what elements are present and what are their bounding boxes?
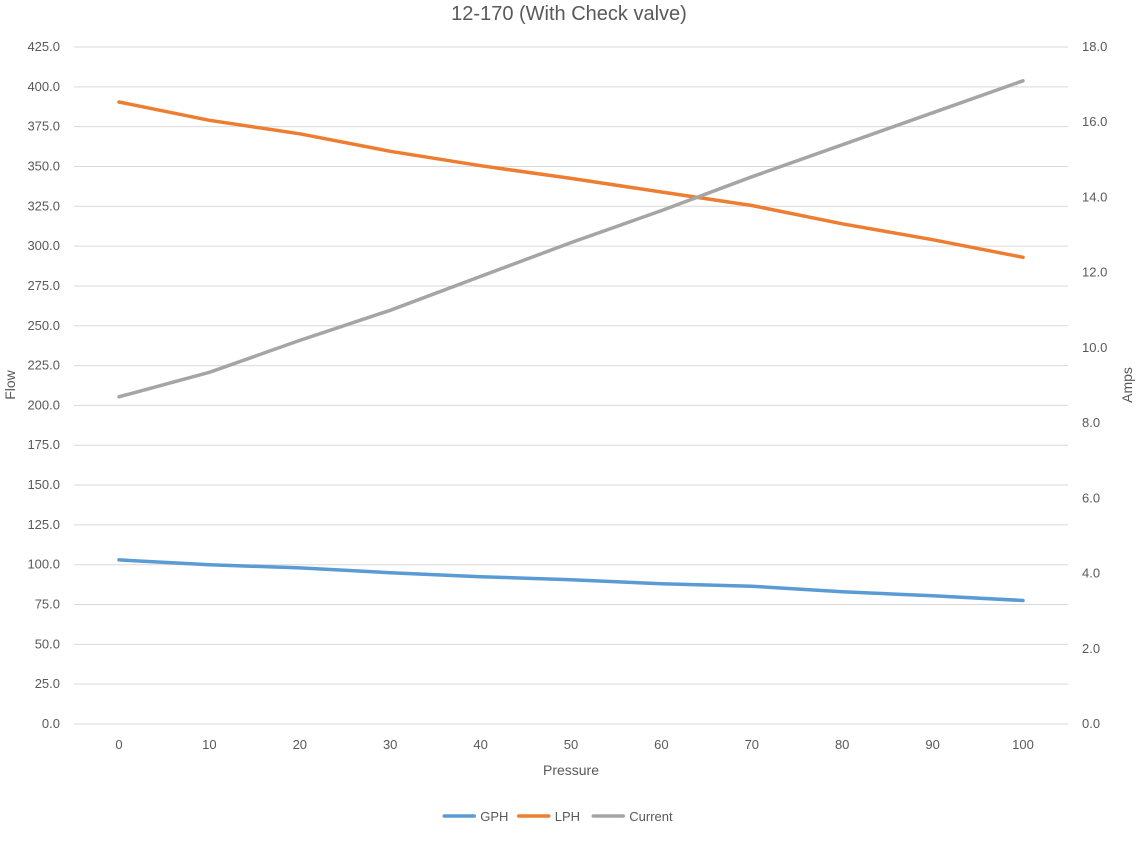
y-tick-label: 250.0 <box>27 318 60 333</box>
x-tick-label: 60 <box>654 737 668 752</box>
series-line-lph <box>117 100 1025 260</box>
x-tick-label: 40 <box>473 737 487 752</box>
gridlines <box>74 46 1068 685</box>
series-line-gph <box>117 558 1025 603</box>
y2-tick-label: 8.0 <box>1082 415 1100 430</box>
y2-tick-label: 16.0 <box>1082 114 1107 129</box>
y-tick-label: 400.0 <box>27 79 60 94</box>
x-tick-label: 10 <box>202 737 216 752</box>
legend-item-current: Current <box>591 809 673 824</box>
y-tick-label: 275.0 <box>27 278 60 293</box>
y-tick-label: 150.0 <box>27 477 60 492</box>
x-axis-title: Pressure <box>543 762 599 778</box>
legend-label: Current <box>629 809 673 824</box>
legend-label: GPH <box>480 809 508 824</box>
x-tick-label: 30 <box>383 737 397 752</box>
x-tick-label: 0 <box>115 737 122 752</box>
y2-tick-label: 10.0 <box>1082 340 1107 355</box>
x-tick-label: 90 <box>925 737 939 752</box>
series-line-current <box>117 79 1025 399</box>
axes: 0.025.050.075.0100.0125.0150.0175.0200.0… <box>27 39 1107 752</box>
x-tick-label: 80 <box>835 737 849 752</box>
y2-tick-label: 0.0 <box>1082 716 1100 731</box>
y-tick-label: 375.0 <box>27 119 60 134</box>
legend-label: LPH <box>555 809 580 824</box>
legend-item-lph: LPH <box>517 809 580 824</box>
y2-tick-label: 2.0 <box>1082 641 1100 656</box>
y2-axis-title: Amps <box>1119 367 1135 403</box>
legend-item-gph: GPH <box>442 809 508 824</box>
y-tick-label: 175.0 <box>27 437 60 452</box>
y2-tick-label: 12.0 <box>1082 265 1107 280</box>
x-tick-label: 50 <box>564 737 578 752</box>
x-tick-label: 70 <box>745 737 759 752</box>
y2-tick-label: 6.0 <box>1082 490 1100 505</box>
y-tick-label: 350.0 <box>27 158 60 173</box>
y2-tick-label: 18.0 <box>1082 39 1107 54</box>
y-tick-label: 50.0 <box>35 636 60 651</box>
y-tick-label: 0.0 <box>42 716 60 731</box>
y-tick-label: 325.0 <box>27 198 60 213</box>
y-axis-title: Flow <box>2 369 18 399</box>
series <box>117 79 1025 603</box>
x-tick-label: 20 <box>293 737 307 752</box>
y-tick-label: 200.0 <box>27 397 60 412</box>
legend: GPH LPH Current <box>442 809 673 824</box>
y2-tick-label: 14.0 <box>1082 189 1107 204</box>
x-tick-label: 100 <box>1012 737 1034 752</box>
y-tick-label: 225.0 <box>27 358 60 373</box>
y-tick-label: 300.0 <box>27 238 60 253</box>
y-tick-label: 100.0 <box>27 557 60 572</box>
y2-tick-label: 4.0 <box>1082 566 1100 581</box>
y-tick-label: 425.0 <box>27 39 60 54</box>
chart-title: 12-170 (With Check valve) <box>451 3 687 25</box>
y-tick-label: 25.0 <box>35 676 60 691</box>
y-tick-label: 125.0 <box>27 517 60 532</box>
y-tick-label: 75.0 <box>35 597 60 612</box>
